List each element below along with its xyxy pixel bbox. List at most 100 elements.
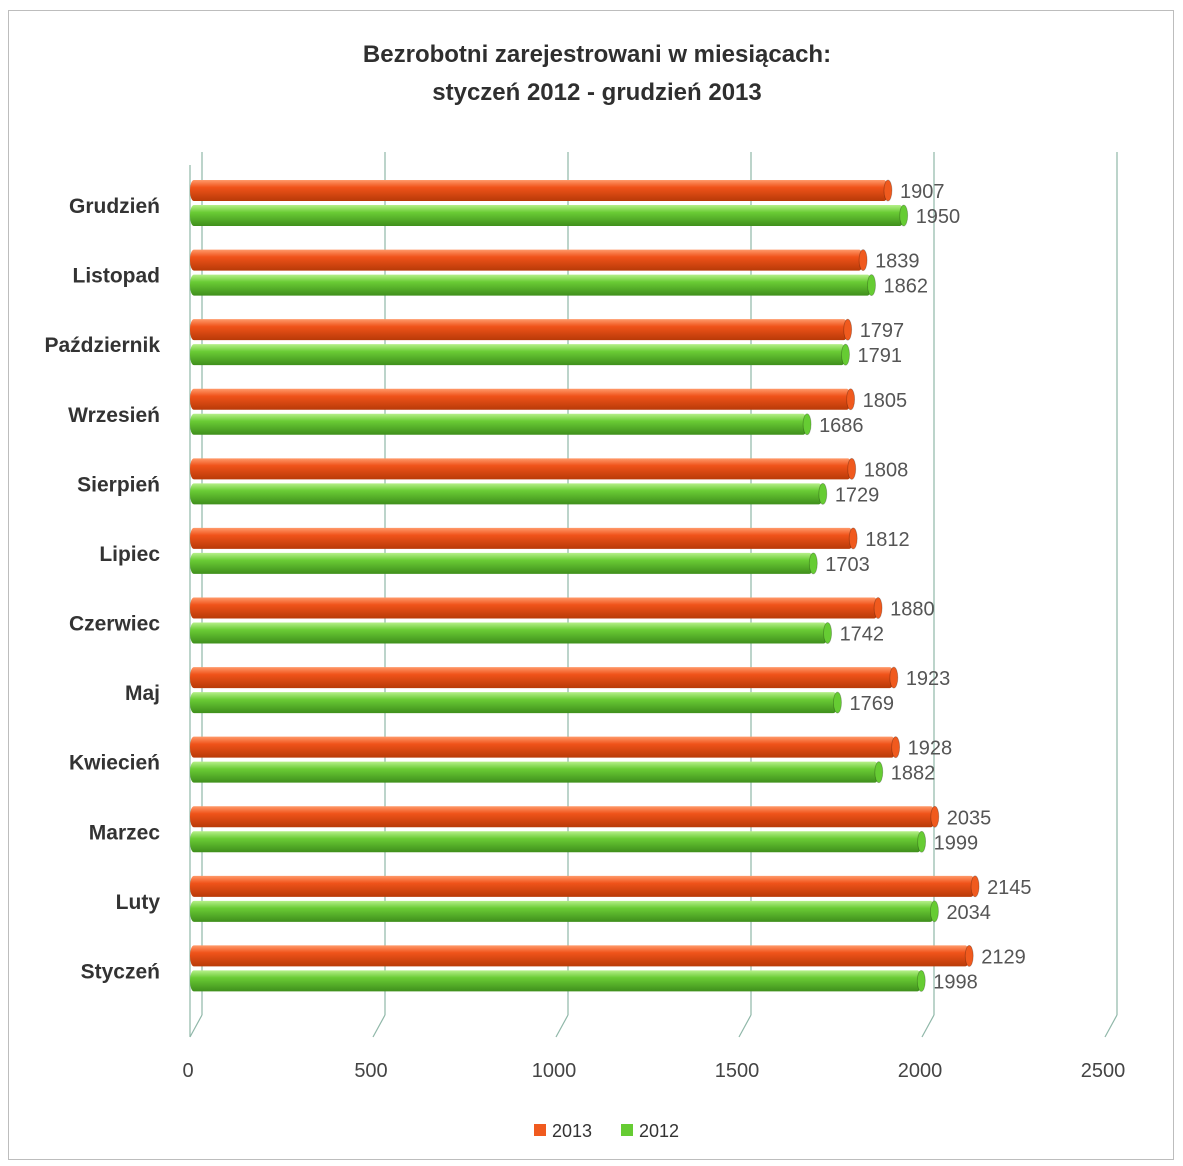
- x-tick-label: 0: [182, 1060, 193, 1082]
- x-tick-label: 500: [354, 1060, 387, 1082]
- bar-2013: [190, 806, 935, 828]
- category-label: Czerwiec: [69, 613, 160, 636]
- category-label: Styczeń: [81, 960, 160, 983]
- data-label: 1923: [906, 668, 951, 690]
- bar-cap: [930, 900, 939, 923]
- bar-2013: [190, 458, 852, 480]
- bar-cap: [846, 388, 856, 411]
- bar-2013: [190, 180, 888, 201]
- data-label: 1808: [864, 459, 909, 481]
- data-label: 2034: [946, 902, 991, 924]
- category-label: Kwiecień: [69, 752, 160, 775]
- bar-2012: [190, 205, 904, 226]
- bar-2013: [190, 736, 896, 758]
- x-tick-label: 2000: [898, 1060, 943, 1082]
- chart-subtitle: styczeń 2012 - grudzień 2013: [432, 79, 761, 106]
- bar-cap: [802, 413, 812, 436]
- category-label: Listopad: [73, 265, 161, 288]
- x-tick-label: 2500: [1081, 1060, 1126, 1082]
- bar-cap: [823, 622, 832, 644]
- data-label: 1928: [908, 738, 953, 760]
- gridline-floor: [1104, 1014, 1118, 1038]
- bar-2013: [190, 249, 864, 271]
- bar-2012: [190, 274, 872, 296]
- x-tick-label: 1000: [532, 1060, 577, 1082]
- data-label: 1907: [900, 181, 945, 203]
- bar-cap: [891, 736, 901, 759]
- bar-2012: [190, 413, 808, 435]
- bar-cap: [867, 274, 876, 296]
- data-label: 1862: [883, 276, 928, 298]
- bar-cap: [841, 343, 850, 366]
- bar-2013: [190, 527, 854, 549]
- bar-2012: [190, 552, 814, 574]
- data-label: 1729: [835, 484, 880, 506]
- data-label: 2145: [987, 877, 1032, 899]
- bar-2013: [190, 388, 851, 410]
- data-label: 1797: [860, 320, 905, 342]
- bar-cap: [964, 945, 974, 967]
- bar-cap: [847, 457, 857, 480]
- gridline-floor: [555, 1014, 569, 1038]
- bar-cap: [873, 597, 883, 619]
- legend-swatch-2012: [621, 1124, 633, 1136]
- bar-cap: [818, 482, 828, 505]
- category-label: Maj: [125, 682, 160, 705]
- data-label: 1703: [825, 554, 870, 576]
- bar-2012: [190, 483, 823, 505]
- gridline-floor: [738, 1014, 752, 1038]
- legend-label-2013: 2013: [552, 1121, 592, 1141]
- bar-2013: [190, 667, 894, 689]
- bar-cap: [848, 527, 858, 550]
- bar-2012: [190, 761, 879, 783]
- bar-2012: [190, 622, 828, 644]
- bar-cap: [889, 666, 899, 689]
- gridline-floor: [372, 1014, 386, 1038]
- bar-2013: [190, 597, 879, 619]
- gridline-floor: [921, 1014, 935, 1038]
- data-label: 1812: [865, 529, 910, 551]
- bar-cap: [808, 552, 818, 575]
- category-labels: Grudzień Listopad Październik Wrzesień Sierp…: [44, 195, 160, 983]
- category-label: Sierpień: [77, 473, 160, 496]
- legend: 2013 2012: [534, 1121, 679, 1141]
- category-label: Wrzesień: [68, 404, 160, 427]
- data-label: 1791: [858, 345, 903, 367]
- data-label: 1950: [916, 206, 961, 228]
- legend-label-2012: 2012: [639, 1121, 679, 1141]
- bar-2012: [190, 831, 922, 853]
- x-tick-label: 1500: [715, 1060, 760, 1082]
- data-label: 2129: [981, 946, 1026, 968]
- bar-cap: [874, 761, 884, 784]
- data-label: 2035: [947, 807, 992, 829]
- bar-cap: [833, 691, 842, 714]
- data-label: 1999: [934, 832, 979, 854]
- bar-cap: [843, 318, 853, 341]
- category-label: Październik: [44, 334, 160, 357]
- bar-2012: [190, 344, 846, 366]
- bar-cap: [899, 204, 909, 227]
- bar-2012: [190, 970, 922, 992]
- category-label: Grudzień: [69, 195, 160, 218]
- data-label: 1742: [840, 624, 885, 646]
- bar-cap: [916, 970, 926, 992]
- data-label: 1839: [875, 251, 920, 273]
- data-label: 1805: [863, 390, 908, 412]
- gridlines: [189, 152, 1118, 1038]
- legend-swatch-2013: [534, 1124, 546, 1136]
- data-label: 1882: [891, 763, 936, 785]
- bar-cap: [858, 249, 868, 271]
- data-label: 1998: [933, 971, 978, 993]
- bar-cap: [970, 875, 980, 898]
- gridline-floor: [189, 1014, 203, 1038]
- data-label: 1686: [819, 415, 864, 437]
- bar-2012: [190, 900, 935, 922]
- bar-2012: [190, 692, 838, 714]
- bar-2013: [190, 319, 848, 341]
- chart-title: Bezrobotni zarejestrowani w miesiącach:: [363, 41, 831, 68]
- category-label: Lipiec: [99, 543, 160, 566]
- category-label: Marzec: [89, 821, 161, 844]
- bar-2013: [190, 945, 970, 967]
- bar-2013: [190, 875, 976, 897]
